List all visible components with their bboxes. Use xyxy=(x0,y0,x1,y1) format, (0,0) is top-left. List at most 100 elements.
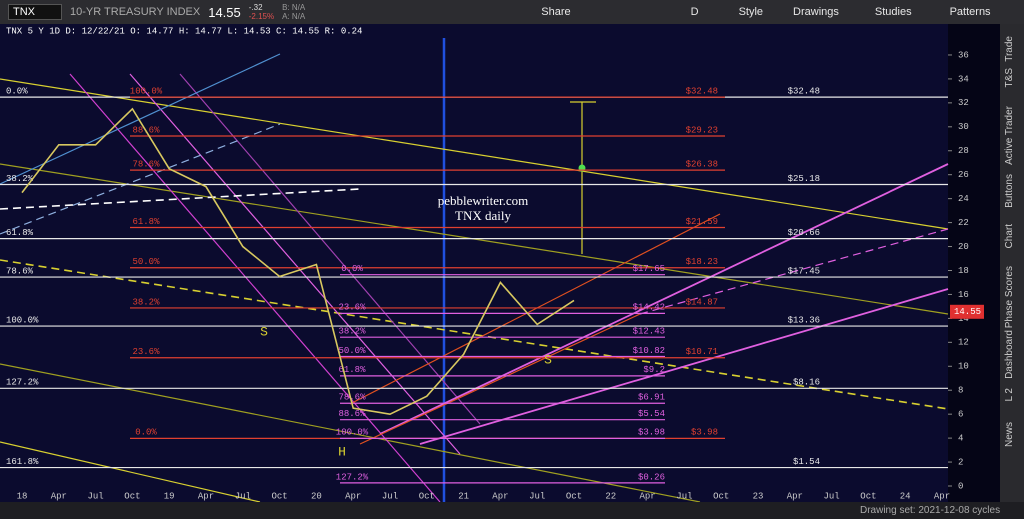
y-tick-label: 10 xyxy=(958,362,969,372)
level-price: $3.98 xyxy=(638,428,665,438)
x-tick-label: 19 xyxy=(164,491,175,501)
x-tick-label: Jul xyxy=(676,491,692,501)
x-tick-label: Oct xyxy=(566,491,582,501)
x-tick-label: 23 xyxy=(753,491,764,501)
y-tick-label: 28 xyxy=(958,146,969,156)
level-pct: 61.8% xyxy=(132,217,160,227)
y-tick-label: 18 xyxy=(958,266,969,276)
pattern-label: H xyxy=(338,444,346,459)
x-tick-label: Oct xyxy=(860,491,876,501)
x-tick-label: 21 xyxy=(458,491,469,501)
pattern-label: S xyxy=(544,352,552,367)
level-pct: 50.0% xyxy=(132,257,160,267)
level-pct: 78.6% xyxy=(132,160,160,170)
level-pct: 50.0% xyxy=(338,346,366,356)
x-tick-label: Apr xyxy=(934,491,950,501)
chart: 02468101214161820222426283032343618AprJu… xyxy=(0,24,1000,502)
instrument: 10-YR TREASURY INDEX xyxy=(70,6,201,18)
y-tick-label: 22 xyxy=(958,218,969,228)
side-tab[interactable]: Dashboard xyxy=(1004,330,1015,379)
level-price: $25.18 xyxy=(788,174,820,184)
bid-ask: B: N/A A: N/A xyxy=(282,3,305,21)
level-pct: 100.0% xyxy=(336,428,369,438)
channel-line xyxy=(129,73,461,455)
channel-line xyxy=(419,288,949,445)
x-tick-label: Jul xyxy=(235,491,251,501)
channel-line xyxy=(69,73,441,502)
level-pct: 0.0% xyxy=(135,428,157,438)
level-pct: 100.0% xyxy=(6,315,39,325)
level-price: $29.23 xyxy=(686,125,718,135)
side-tab[interactable]: Active Trader xyxy=(1004,106,1015,165)
y-tick-label: 2 xyxy=(958,457,963,467)
level-price: $17.45 xyxy=(788,266,820,276)
y-tick-label: 12 xyxy=(958,338,969,348)
x-tick-label: 22 xyxy=(605,491,616,501)
level-price: $8.16 xyxy=(793,378,820,388)
channel-line xyxy=(0,53,281,185)
level-pct: 161.8% xyxy=(6,457,39,467)
patterns-button[interactable]: Patterns xyxy=(949,6,991,18)
level-price: $18.23 xyxy=(686,257,718,267)
level-pct: 38.2% xyxy=(6,174,34,184)
level-pct: 127.2% xyxy=(336,472,369,482)
x-tick-label: Jul xyxy=(87,491,103,501)
level-pct: 78.6% xyxy=(6,266,34,276)
level-price: $32.48 xyxy=(686,86,718,96)
last-price-label: 14.55 xyxy=(954,307,981,317)
level-price: $14.42 xyxy=(633,303,665,313)
last-price-tag xyxy=(950,304,984,319)
level-price: $32.48 xyxy=(788,86,820,96)
x-tick-label: 24 xyxy=(900,491,911,501)
y-tick-label: 30 xyxy=(958,122,969,132)
x-tick-label: Oct xyxy=(271,491,287,501)
x-tick-label: Jul xyxy=(382,491,398,501)
level-price: $1.54 xyxy=(793,457,820,467)
y-tick-label: 26 xyxy=(958,170,969,180)
y-tick-label: 24 xyxy=(958,194,969,204)
x-tick-label: Apr xyxy=(345,491,361,501)
side-tab[interactable]: L 2 xyxy=(1004,388,1015,402)
side-tab[interactable]: Trade xyxy=(1004,36,1015,62)
side-tab[interactable]: Phase Scores xyxy=(1004,266,1015,329)
level-price: $10.82 xyxy=(633,346,665,356)
x-tick-label: Apr xyxy=(639,491,655,501)
level-price: $3.98 xyxy=(691,428,718,438)
change-pct: -2.15% xyxy=(248,12,275,21)
y-tick-label: 0 xyxy=(958,481,963,491)
y-tick-label: 20 xyxy=(958,242,969,252)
style-button[interactable]: Style xyxy=(738,6,764,18)
channel-line xyxy=(379,163,949,435)
channel-line xyxy=(0,123,281,235)
share-button[interactable]: Share xyxy=(541,6,571,18)
x-tick-label: Oct xyxy=(713,491,729,501)
price-line xyxy=(21,107,575,415)
channel-line xyxy=(349,213,721,405)
trend-line xyxy=(0,441,261,502)
y-tick-label: 16 xyxy=(958,290,969,300)
x-tick-label: Apr xyxy=(492,491,508,501)
level-price: $10.71 xyxy=(686,347,718,357)
x-tick-label: Jul xyxy=(823,491,839,501)
y-tick-label: 4 xyxy=(958,433,963,443)
studies-button[interactable]: Studies xyxy=(874,6,912,18)
drawings-button[interactable]: Drawings xyxy=(793,6,839,18)
side-tab[interactable]: Buttons xyxy=(1004,174,1015,208)
level-pct: 0.0% xyxy=(341,264,363,274)
side-tab[interactable]: News xyxy=(1004,422,1015,448)
side-tab[interactable]: T&S xyxy=(1004,68,1015,88)
channel-line xyxy=(359,313,641,445)
y-tick-label: 6 xyxy=(958,410,963,420)
side-tab[interactable]: Chart xyxy=(1004,224,1015,249)
change-box: -.32 -2.15% xyxy=(249,3,274,21)
level-pct: 61.8% xyxy=(338,365,366,375)
level-pct: 127.2% xyxy=(6,378,39,388)
plot-bg xyxy=(0,24,1000,502)
x-tick-label: Oct xyxy=(124,491,140,501)
x-tick-label: Apr xyxy=(51,491,67,501)
bid: B: N/A xyxy=(282,3,306,12)
period-button[interactable]: D xyxy=(690,6,699,18)
symbol-box[interactable]: TNX xyxy=(8,4,62,20)
channel-line xyxy=(179,73,481,425)
